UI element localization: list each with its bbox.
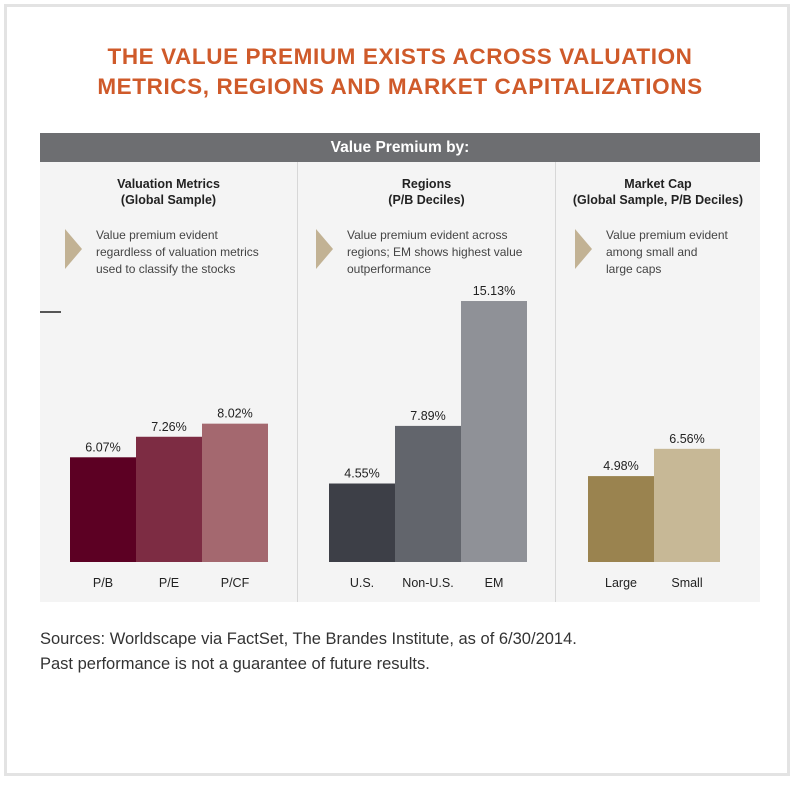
axis-tick-mark (40, 311, 61, 313)
bar-p-e (136, 436, 202, 562)
panel-title-valuation-metrics: Valuation Metrics (Global Sample) (40, 176, 297, 208)
panel-divider (297, 162, 298, 602)
description-line: regardless of valuation metrics (96, 245, 259, 259)
category-label: P/B (93, 576, 113, 590)
category-label: U.S. (350, 576, 374, 590)
arrow-icon (65, 229, 82, 269)
description-line: Value premium evident across (347, 228, 508, 242)
disclaimer-line: Past performance is not a guarantee of f… (40, 655, 430, 673)
data-label: 8.02% (217, 407, 252, 421)
sources-line: Sources: Worldscape via FactSet, The Bra… (40, 630, 577, 648)
panel-divider (555, 162, 556, 602)
category-label: P/E (159, 576, 179, 590)
data-label: 6.07% (85, 440, 120, 454)
bar-large (588, 476, 654, 562)
category-label: Large (605, 576, 637, 590)
data-label: 6.56% (669, 432, 704, 446)
bar-p-b (70, 457, 136, 562)
arrow-icon (316, 229, 333, 269)
category-label: Small (671, 576, 702, 590)
panel-title-line: (P/B Deciles) (388, 193, 465, 207)
panel-title-market-cap: Market Cap (Global Sample, P/B Deciles) (556, 176, 760, 208)
panel-title-line: (Global Sample, P/B Deciles) (572, 193, 744, 207)
panel-title-regions: Regions (P/B Deciles) (298, 176, 555, 208)
header-bar: Value Premium by: (40, 133, 760, 162)
chart-title: THE VALUE PREMIUM EXISTS ACROSS VALUATIO… (0, 42, 800, 102)
arrow-icon (575, 229, 592, 269)
panel-title-line: Valuation Metrics (117, 177, 220, 191)
panel-title-line: (Global Sample) (120, 193, 217, 207)
description-line: among small and (606, 245, 698, 259)
sources-note: Sources: Worldscape via FactSet, The Bra… (40, 627, 760, 677)
data-label: 4.55% (344, 467, 379, 481)
panel-description-regions: Value premium evident across regions; EM… (347, 227, 522, 278)
description-line: regions; EM shows highest value (347, 245, 523, 259)
description-line: outperformance (347, 262, 432, 276)
chart-title-line-2: METRICS, REGIONS AND MARKET CAPITALIZATI… (97, 74, 703, 99)
panel-description-valuation: Value premium evident regardless of valu… (96, 227, 259, 278)
category-label: EM (485, 576, 504, 590)
data-label: 7.26% (151, 420, 186, 434)
chart-title-line-1: THE VALUE PREMIUM EXISTS ACROSS VALUATIO… (107, 44, 693, 69)
description-line: Value premium evident (96, 228, 218, 242)
bar-p-cf (202, 423, 268, 562)
description-line: Value premium evident (606, 228, 728, 242)
description-line: large caps (606, 262, 662, 276)
category-label: Non-U.S. (402, 576, 453, 590)
bar-em (461, 301, 527, 562)
bar-non-u-s- (395, 425, 461, 562)
data-label: 7.89% (410, 409, 445, 423)
bar-small (654, 448, 720, 562)
bar-u-s- (329, 483, 395, 562)
description-line: used to classify the stocks (96, 262, 236, 276)
panel-description-market-cap: Value premium evident among small and la… (606, 227, 728, 278)
data-label: 15.13% (473, 284, 515, 298)
panel-title-line: Market Cap (624, 177, 692, 191)
category-label: P/CF (221, 576, 250, 590)
data-label: 4.98% (603, 459, 638, 473)
panel-title-line: Regions (401, 177, 452, 191)
